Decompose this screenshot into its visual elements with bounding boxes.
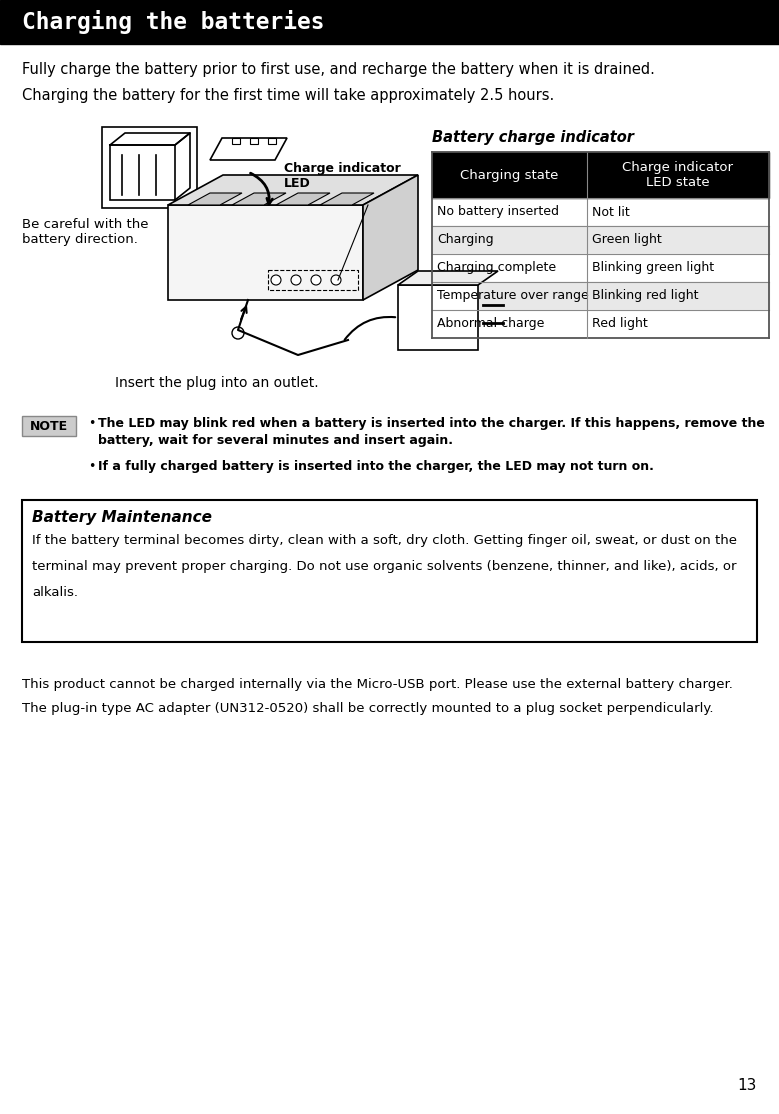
Circle shape — [311, 275, 321, 285]
Bar — [22, 500, 757, 642]
Circle shape — [271, 275, 281, 285]
Text: Battery Maintenance: Battery Maintenance — [32, 510, 212, 525]
Polygon shape — [363, 175, 418, 300]
Bar — [398, 285, 478, 350]
Text: Blinking green light: Blinking green light — [592, 262, 714, 274]
Bar — [432, 226, 769, 254]
Text: Be careful with the
battery direction.: Be careful with the battery direction. — [22, 218, 149, 246]
Bar — [250, 138, 258, 144]
Text: Red light: Red light — [592, 317, 648, 331]
Text: Green light: Green light — [592, 234, 661, 246]
Text: NOTE: NOTE — [30, 420, 68, 432]
Text: The LED may blink red when a battery is inserted into the charger. If this happe: The LED may blink red when a battery is … — [98, 417, 765, 430]
Polygon shape — [320, 193, 374, 205]
Bar — [432, 310, 769, 338]
Polygon shape — [210, 138, 287, 160]
Bar — [432, 152, 769, 198]
Bar — [102, 127, 197, 208]
Polygon shape — [168, 205, 363, 300]
Text: Abnormal charge: Abnormal charge — [437, 317, 545, 331]
Bar — [432, 282, 769, 310]
Polygon shape — [168, 175, 418, 205]
Text: Blinking red light: Blinking red light — [592, 290, 699, 303]
Text: Not lit: Not lit — [592, 205, 629, 218]
Polygon shape — [276, 193, 330, 205]
Text: Battery charge indicator: Battery charge indicator — [432, 130, 634, 145]
Text: If a fully charged battery is inserted into the charger, the LED may not turn on: If a fully charged battery is inserted i… — [98, 460, 654, 473]
Text: This product cannot be charged internally via the Micro-USB port. Please use the: This product cannot be charged internall… — [22, 678, 733, 691]
Text: Charge indicator
LED: Charge indicator LED — [284, 162, 400, 190]
Text: terminal may prevent proper charging. Do not use organic solvents (benzene, thin: terminal may prevent proper charging. Do… — [32, 560, 736, 573]
Bar — [232, 138, 240, 144]
Bar — [268, 138, 276, 144]
Bar — [0, 0, 779, 43]
Bar — [432, 254, 769, 282]
Bar — [432, 198, 769, 226]
Text: Temperature over range: Temperature over range — [437, 290, 589, 303]
Polygon shape — [188, 193, 242, 205]
Text: No battery inserted: No battery inserted — [437, 205, 559, 218]
Text: Charging: Charging — [437, 234, 494, 246]
Text: alkalis.: alkalis. — [32, 586, 78, 599]
Text: If the battery terminal becomes dirty, clean with a soft, dry cloth. Getting fin: If the battery terminal becomes dirty, c… — [32, 534, 737, 547]
Text: Charging complete: Charging complete — [437, 262, 556, 274]
Text: Charge indicator
LED state: Charge indicator LED state — [622, 162, 734, 189]
Text: Charging the battery for the first time will take approximately 2.5 hours.: Charging the battery for the first time … — [22, 88, 554, 102]
Text: The plug-in type AC adapter (UN312-0520) shall be correctly mounted to a plug so: The plug-in type AC adapter (UN312-0520)… — [22, 702, 714, 715]
Circle shape — [232, 328, 244, 339]
Text: Charging state: Charging state — [460, 168, 559, 182]
Bar — [22, 416, 76, 436]
Polygon shape — [232, 193, 286, 205]
Circle shape — [291, 275, 301, 285]
Bar — [110, 145, 175, 201]
Polygon shape — [398, 271, 498, 285]
Text: 13: 13 — [738, 1078, 757, 1093]
Circle shape — [331, 275, 341, 285]
Text: •: • — [88, 417, 95, 430]
Text: Fully charge the battery prior to first use, and recharge the battery when it is: Fully charge the battery prior to first … — [22, 62, 655, 77]
Text: Charging the batteries: Charging the batteries — [22, 10, 325, 35]
Text: Insert the plug into an outlet.: Insert the plug into an outlet. — [115, 377, 319, 390]
Text: •: • — [88, 460, 95, 473]
Text: battery, wait for several minutes and insert again.: battery, wait for several minutes and in… — [98, 434, 453, 447]
